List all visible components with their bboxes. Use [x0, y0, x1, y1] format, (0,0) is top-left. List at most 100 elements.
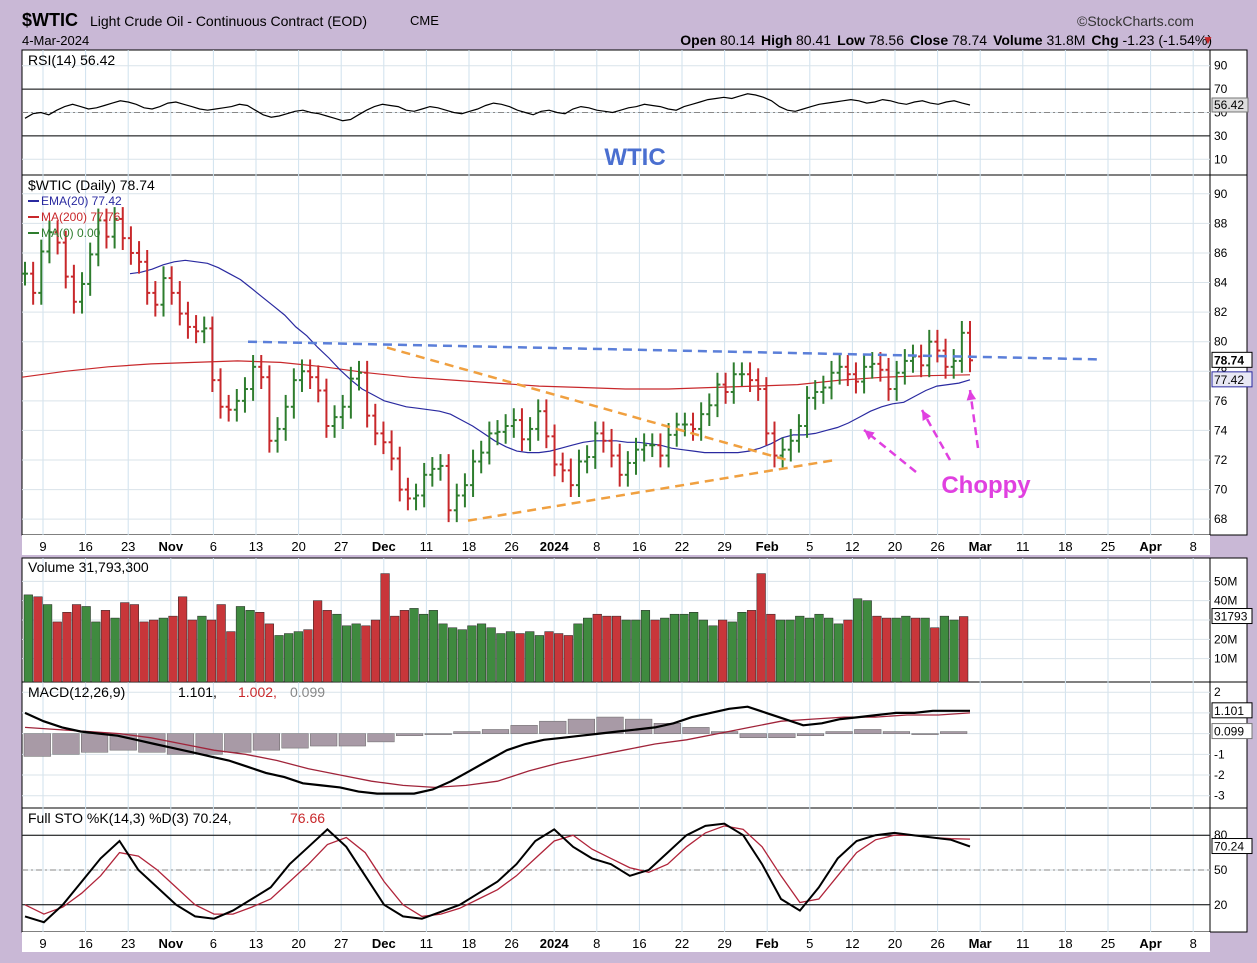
xtick-1-12: 2024: [540, 936, 570, 951]
volume-bar: [428, 610, 438, 683]
price-bar: [372, 403, 379, 446]
volume-bar: [419, 613, 429, 683]
price-bar: [649, 433, 656, 458]
price-bar: [266, 365, 273, 453]
ytick-vol-3: 20M: [1214, 632, 1237, 646]
volume-bar: [554, 633, 564, 683]
price-bar: [453, 483, 460, 523]
volume-bar: [438, 623, 448, 683]
volume-bar: [698, 619, 708, 683]
volume-bar: [245, 610, 255, 683]
price-bar: [225, 394, 232, 422]
xtick-0-9: 11: [420, 539, 434, 554]
choppy-arrow-1: [863, 429, 917, 473]
volume-bar: [120, 602, 130, 683]
price-bar: [616, 443, 623, 487]
price-bar: [665, 423, 672, 468]
ytick-sto-2: 20: [1214, 898, 1228, 912]
price-bar: [250, 355, 257, 401]
price-bar: [388, 430, 395, 471]
price-bar: [738, 362, 745, 387]
macd-histogram-bar: [195, 733, 223, 755]
volume-bar: [862, 600, 872, 683]
ytick-price-11: 68: [1214, 512, 1228, 526]
macd-histogram-bar: [882, 731, 910, 734]
xtick-1-14: 16: [632, 936, 646, 951]
volume-bar: [380, 573, 390, 683]
choppy-arrow-3: [968, 389, 980, 449]
price-bar: [274, 417, 281, 453]
price-current-box: [1211, 351, 1253, 368]
price-bar: [722, 372, 729, 404]
xtick-1-24: 18: [1058, 936, 1072, 951]
xtick-0-10: 18: [462, 539, 476, 554]
price-bar: [551, 424, 558, 477]
volume-bar: [293, 631, 303, 683]
price-bar: [184, 301, 191, 339]
macd-histogram-bar: [52, 733, 80, 755]
price-bar: [233, 389, 240, 422]
volume-bar: [669, 613, 679, 683]
price-bar: [486, 421, 493, 465]
price-bar: [54, 220, 61, 255]
symbol: $WTIC: [22, 10, 78, 30]
ytick-vol-4: 10M: [1214, 652, 1237, 666]
xtick-0-6: 20: [291, 539, 305, 554]
xtick-1-17: Feb: [756, 936, 779, 951]
price-bar: [160, 266, 167, 317]
xtick-1-3: Nov: [159, 936, 184, 951]
volume-bar: [746, 610, 757, 683]
xtick-1-8: Dec: [372, 936, 396, 951]
price-bar: [79, 272, 86, 314]
price-bar: [111, 207, 118, 249]
xtick-0-21: 26: [930, 539, 944, 554]
xtick-0-8: Dec: [372, 539, 396, 554]
volume-bar: [264, 623, 274, 683]
ohlc-bar: Open 80.14 High 80.41 Low 78.56 Close 78…: [680, 32, 1212, 48]
volume-bar: [833, 623, 843, 683]
price-bar: [478, 440, 485, 474]
xtick-0-23: 11: [1016, 539, 1030, 554]
xtick-1-6: 20: [291, 936, 305, 951]
xtick-0-2: 23: [121, 539, 135, 554]
macd-histogram-bar: [940, 731, 968, 734]
price-bar: [575, 449, 582, 497]
volume-bar: [872, 615, 882, 683]
macd-histogram-bar: [682, 727, 710, 734]
ytick-price-10: 70: [1214, 483, 1228, 497]
brand[interactable]: ©StockCharts.com: [1077, 13, 1194, 29]
price-bar: [461, 473, 468, 508]
ytick-macd-0: 2: [1214, 685, 1221, 699]
ytick-sto-1: 50: [1214, 863, 1228, 877]
price-bar: [836, 355, 843, 385]
instrument-name: Light Crude Oil - Continuous Contract (E…: [90, 13, 367, 29]
volume-bar: [583, 617, 593, 683]
macd-histogram-bar: [310, 733, 338, 747]
xtick-0-15: 22: [675, 539, 689, 554]
xtick-1-10: 18: [462, 936, 476, 951]
xtick-1-27: 8: [1190, 936, 1197, 951]
volume-bar: [23, 594, 33, 683]
volume-bar: [910, 617, 921, 683]
legend-item-2: MA(0) 0.00: [41, 226, 101, 240]
volume-bar: [949, 619, 959, 683]
sto-d-value: 76.66: [290, 810, 325, 826]
macd-histogram-bar: [281, 733, 309, 749]
volume-bar: [881, 617, 892, 683]
choppy-arrow-2: [920, 409, 952, 461]
xtick-1-1: 16: [78, 936, 92, 951]
xtick-1-22: Mar: [969, 936, 992, 951]
legend-item-1: MA(200) 77.76: [41, 210, 121, 224]
ytick-rsi-1: 70: [1214, 82, 1228, 96]
price-bar: [747, 362, 754, 392]
volume-bar: [602, 615, 612, 683]
volume-bar: [959, 616, 969, 683]
macd-hist-value: 0.099: [290, 684, 325, 700]
xtick-1-16: 29: [717, 936, 731, 951]
panel-price: [21, 174, 1211, 536]
price-bar: [698, 402, 705, 441]
xtick-1-5: 13: [249, 936, 263, 951]
xtick-1-20: 20: [888, 936, 902, 951]
xtick-0-22: Mar: [969, 539, 992, 554]
